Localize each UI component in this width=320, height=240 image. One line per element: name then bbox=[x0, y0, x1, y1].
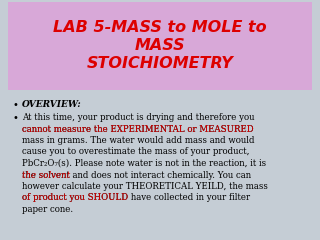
Text: of product you SHOULD have collected in your filter: of product you SHOULD have collected in … bbox=[22, 193, 250, 203]
Text: At this time, your product is drying and therefore you: At this time, your product is drying and… bbox=[22, 113, 254, 122]
Text: of product you SHOULD: of product you SHOULD bbox=[22, 193, 128, 203]
Text: cannot measure the EXPERIMENTAL or MEASURED: cannot measure the EXPERIMENTAL or MEASU… bbox=[22, 125, 254, 133]
Text: however calculate your THEORETICAL YEILD, the mass: however calculate your THEORETICAL YEILD… bbox=[22, 182, 268, 191]
Text: •: • bbox=[12, 100, 18, 110]
Text: paper cone.: paper cone. bbox=[22, 205, 73, 214]
Text: cause you to overestimate the mass of your product,: cause you to overestimate the mass of yo… bbox=[22, 148, 250, 156]
Text: the solvent and does not interact chemically. You can: the solvent and does not interact chemic… bbox=[22, 170, 251, 180]
Text: PbCr₂O₇(s). Please note water is not in the reaction, it is: PbCr₂O₇(s). Please note water is not in … bbox=[22, 159, 266, 168]
Bar bbox=[8, 2, 312, 90]
Text: OVERVIEW:: OVERVIEW: bbox=[22, 100, 82, 109]
Text: •: • bbox=[12, 113, 18, 123]
Text: mass in grams. The water would add mass and would: mass in grams. The water would add mass … bbox=[22, 136, 254, 145]
Text: cannot measure the EXPERIMENTAL or MEASURED: cannot measure the EXPERIMENTAL or MEASU… bbox=[22, 125, 254, 133]
Text: LAB 5-MASS to MOLE to
MASS
STOICHIOMETRY: LAB 5-MASS to MOLE to MASS STOICHIOMETRY bbox=[53, 20, 267, 72]
Text: the solvent: the solvent bbox=[22, 170, 70, 180]
